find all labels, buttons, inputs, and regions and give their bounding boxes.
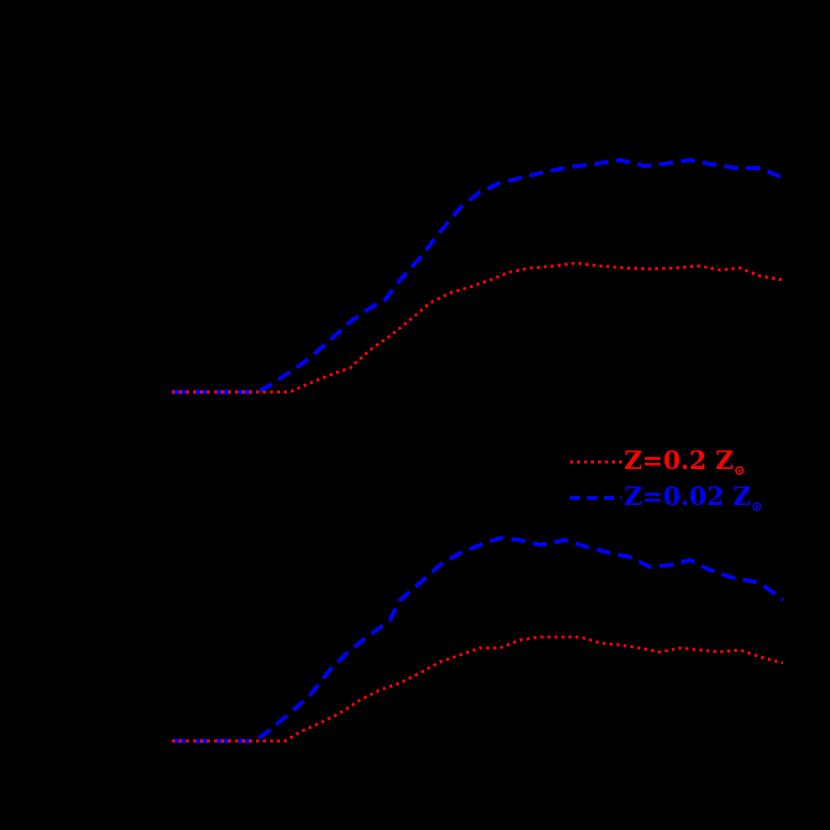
sun-symbol-icon: ⊙ [733, 462, 746, 479]
dashed-line-icon [570, 496, 622, 500]
legend-label: Z=0.2 Z⊙ [624, 445, 746, 479]
top-series-z02 [172, 261, 784, 394]
top-panel [172, 157, 784, 394]
top-series-z002 [172, 157, 784, 394]
bottom-series-z02 [172, 635, 784, 743]
bottom-panel [172, 535, 785, 743]
legend-entry-z002: Z=0.02 Z⊙ [570, 480, 763, 516]
sun-symbol-icon: ⊙ [751, 498, 763, 515]
bottom-series-z002 [172, 535, 785, 743]
legend-entry-z02: Z=0.2 Z⊙ [570, 444, 763, 480]
legend-label: Z=0.02 Z⊙ [624, 481, 763, 515]
legend: Z=0.2 Z⊙ Z=0.02 Z⊙ [570, 444, 763, 516]
dotted-line-icon [570, 460, 622, 464]
